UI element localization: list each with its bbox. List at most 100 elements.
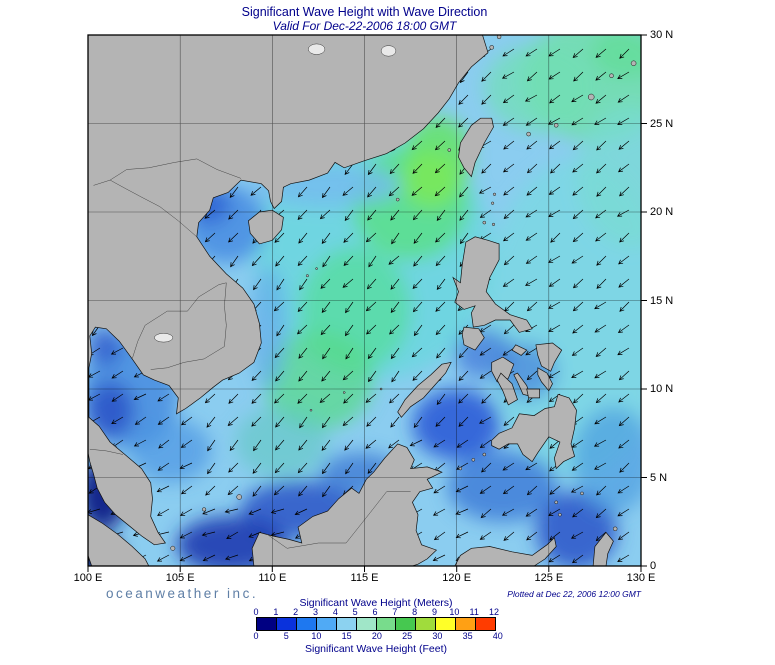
colorbar-segment [436,618,457,630]
lat-tick-label: 0 [650,560,657,572]
lat-tick-label: 20 N [650,206,674,218]
meters-tick-label: 8 [412,607,418,617]
meters-tick-label: 5 [352,607,358,617]
axis-ticks [87,34,647,572]
feet-tick-label: 5 [283,631,289,641]
lat-tick-label: 15 N [650,294,674,307]
island [554,500,558,505]
plot-timestamp: Plotted at Dec 22, 2006 12:00 GMT [507,589,641,599]
island [612,526,618,532]
colorbar-segment [257,618,277,630]
island [491,201,495,205]
island [580,491,584,496]
island [609,73,614,78]
feet-tick-label: 10 [311,631,322,641]
legend-colorbar [256,617,496,631]
meters-tick-label: 9 [431,607,437,617]
island [305,274,309,278]
island [526,131,531,137]
lake [380,45,397,57]
land-palawan [397,361,452,418]
land-mainland-asia [88,35,489,546]
lat-tick-label: 5 N [650,471,668,484]
island [553,123,559,128]
land-mindanao [491,393,577,470]
colorbar-segment [316,618,337,630]
island [447,148,452,152]
land-masbate [511,344,528,356]
feet-tick-label: 30 [432,631,443,641]
meters-tick-label: 0 [253,607,259,617]
island [202,507,207,512]
country-border [266,491,411,549]
lon-tick-label: 130 E [626,572,656,584]
map-canvas [87,34,647,572]
land-sulawesi [454,537,557,566]
meters-tick-label: 12 [488,607,499,617]
lat-tick-label: 30 N [650,29,674,41]
lon-tick-label: 125 E [534,572,564,584]
island [482,452,487,457]
chart-title: Significant Wave Height with Wave Direct… [241,5,488,19]
island [315,267,318,270]
island [170,545,176,551]
island [587,93,595,101]
lat-tick-label: 10 N [650,383,674,395]
island [630,60,637,67]
colorbar-segment [396,618,417,630]
colorbar-segment [276,618,297,630]
meters-tick-label: 11 [469,607,479,617]
island [309,408,313,412]
legend-feet-title: Significant Wave Height (Feet) [304,643,447,655]
island [458,466,463,471]
island [491,222,496,226]
land-luzon [452,236,533,333]
colorbar-segment [296,618,317,630]
feet-tick-label: 15 [341,631,352,641]
country-border [93,158,242,186]
feet-tick-label: 20 [371,631,382,641]
map-ocean-layer [88,35,641,566]
feet-tick-label: 40 [492,631,503,641]
lake [308,43,326,55]
lon-tick-label: 115 E [350,572,379,584]
meters-tick-label: 1 [273,607,279,617]
colorbar-segment [476,618,496,630]
lon-tick-label: 105 E [165,572,195,584]
meters-tick-label: 7 [392,607,398,617]
land-sumatra [88,514,150,566]
colorbar-segment [376,618,397,630]
colorbar-segment [416,618,437,630]
lake [154,333,174,343]
country-border [89,448,124,455]
lon-tick-label: 110 E [258,572,287,584]
land-taiwan [458,117,494,178]
feet-tick-label: 25 [402,631,413,641]
oceanweather-logo: oceanweather inc. [106,586,259,601]
chart-subtitle: Valid For Dec-22-2006 18:00 GMT [272,19,457,33]
meters-tick-label: 2 [293,607,299,617]
land-borneo [251,443,443,566]
legend-meters-title: Significant Wave Height (Meters) [299,597,453,609]
land-bohol [526,388,540,399]
land-masses [88,35,637,566]
lon-tick-label: 120 E [442,572,472,584]
island [342,391,346,394]
land-halmahera [592,531,614,566]
meters-tick-label: 10 [449,607,460,617]
island [236,494,242,500]
island [558,512,562,517]
meters-tick-label: 4 [332,607,338,617]
feet-tick-label: 0 [253,631,259,641]
island [471,458,476,462]
colorbar-segment [456,618,477,630]
lon-tick-label: 100 E [73,572,103,584]
island [496,35,502,40]
colorbar-segment [356,618,377,630]
meters-tick-label: 3 [312,607,318,617]
country-border [109,179,197,237]
land-panay [491,356,515,383]
feet-tick-label: 35 [462,631,473,641]
graticule [88,35,641,566]
